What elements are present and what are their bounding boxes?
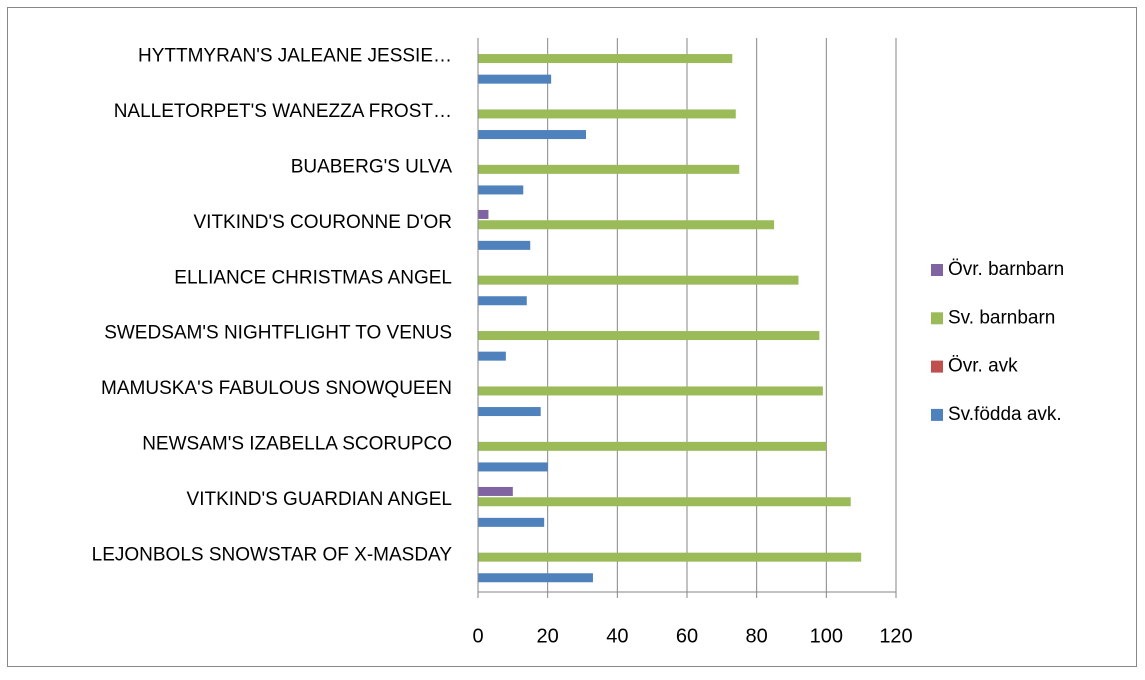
bar xyxy=(478,220,775,230)
bar xyxy=(478,331,820,341)
bar xyxy=(478,407,541,417)
bar xyxy=(478,296,527,306)
x-tick-label: 40 xyxy=(606,625,628,647)
y-tick-label: VITKIND'S COURONNE D'OR xyxy=(194,212,453,233)
x-tick-label: 80 xyxy=(746,625,768,647)
legend-swatch xyxy=(931,360,943,373)
legend-swatch xyxy=(931,264,943,276)
bar xyxy=(478,185,524,195)
bar xyxy=(478,497,851,507)
bar xyxy=(478,74,552,84)
x-tick-label: 60 xyxy=(676,625,698,647)
y-tick-label: SWEDSAM'S NIGHTFLIGHT TO VENUS xyxy=(104,323,452,344)
legend-label: Sv. barnbarn xyxy=(948,307,1055,328)
bar xyxy=(478,441,827,451)
bar xyxy=(478,109,736,119)
x-tick-label: 0 xyxy=(472,625,483,647)
x-tick-label: 20 xyxy=(537,625,559,647)
bar xyxy=(478,54,733,64)
bar xyxy=(478,164,740,174)
y-tick-label: ELLIANCE CHRISTMAS ANGEL xyxy=(174,267,452,288)
bar xyxy=(478,130,586,140)
bar xyxy=(478,486,513,496)
bar xyxy=(478,240,531,250)
legend-label: Sv.födda avk. xyxy=(948,404,1062,425)
bar xyxy=(478,462,548,472)
bar xyxy=(478,386,823,396)
y-tick-label: BUABERG'S ULVA xyxy=(291,157,453,178)
x-tick-label: 100 xyxy=(810,625,843,647)
legend-swatch xyxy=(931,408,943,421)
bar xyxy=(478,275,799,285)
bar xyxy=(478,517,545,527)
y-tick-label: NALLETORPET'S WANEZZA FROST… xyxy=(114,101,452,122)
legend-label: Övr. avk xyxy=(948,356,1018,377)
bar xyxy=(478,573,593,583)
bar xyxy=(478,209,489,219)
bar xyxy=(478,552,862,562)
y-tick-label: HYTTMYRAN'S JALEANE JESSIE… xyxy=(138,46,452,67)
legend-swatch xyxy=(931,312,943,325)
y-tick-label: LEJONBOLS SNOWSTAR OF X-MASDAY xyxy=(92,544,453,565)
y-tick-label: NEWSAM'S IZABELLA SCORUPCO xyxy=(142,434,452,455)
legend-label: Övr. barnbarn xyxy=(948,259,1064,280)
y-tick-label: MAMUSKA'S FABULOUS SNOWQUEEN xyxy=(101,378,452,399)
y-tick-label: VITKIND'S GUARDIAN ANGEL xyxy=(187,489,452,510)
bar xyxy=(478,351,506,361)
x-tick-label: 120 xyxy=(879,625,912,647)
